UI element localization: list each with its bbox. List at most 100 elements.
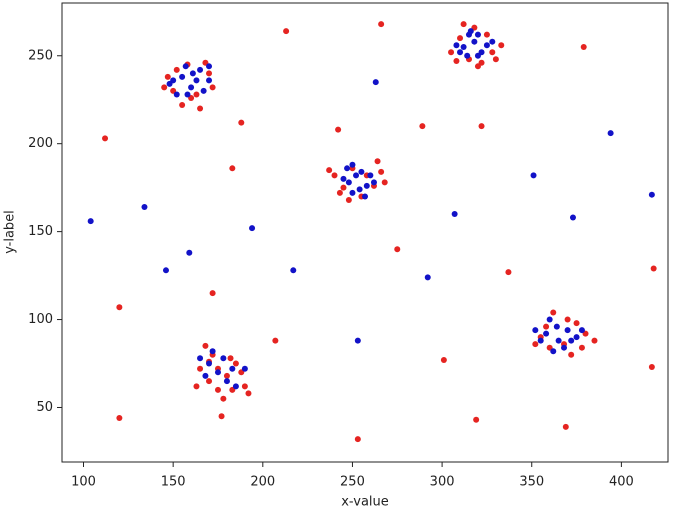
point (229, 365, 236, 372)
point (241, 365, 248, 372)
point (161, 84, 168, 91)
x-axis-label: x-value (341, 495, 389, 510)
point (340, 184, 347, 191)
point (290, 267, 297, 274)
point (564, 316, 571, 323)
y-tick-label: 250 (28, 48, 53, 63)
point (232, 383, 239, 390)
point (474, 52, 481, 59)
point (483, 31, 490, 38)
point (354, 436, 361, 443)
point (424, 274, 431, 281)
point (354, 337, 361, 344)
point (344, 165, 351, 172)
point (206, 70, 213, 77)
point (335, 126, 342, 133)
point (349, 189, 356, 196)
point (186, 249, 193, 256)
point (453, 42, 460, 49)
point (116, 304, 123, 311)
point (353, 172, 360, 179)
point (345, 196, 352, 203)
point (227, 355, 234, 362)
y-tick-label: 50 (36, 400, 53, 415)
point (272, 337, 279, 344)
point (173, 91, 180, 98)
point (489, 38, 496, 45)
point (553, 323, 560, 330)
point (573, 334, 580, 341)
point (179, 102, 186, 108)
x-tick-label: 300 (430, 475, 455, 490)
point (568, 337, 575, 344)
point (220, 355, 227, 362)
point (223, 372, 230, 379)
point (543, 330, 550, 337)
point (591, 337, 598, 344)
point (214, 369, 221, 376)
point (492, 56, 499, 63)
point (209, 290, 216, 297)
point (483, 42, 490, 49)
point (179, 73, 186, 80)
point (578, 327, 585, 334)
point (471, 38, 478, 45)
point (87, 218, 94, 225)
point (241, 383, 248, 390)
point (568, 351, 575, 358)
point (102, 135, 109, 142)
y-axis-label: y-label (3, 210, 18, 254)
point (573, 320, 580, 327)
point (166, 80, 173, 87)
y-tick-label: 150 (28, 224, 53, 239)
point (214, 386, 221, 393)
point (200, 87, 207, 94)
y-tick-label: 200 (28, 136, 53, 151)
point (457, 35, 464, 42)
point (232, 360, 239, 367)
point (460, 21, 467, 28)
point (283, 28, 290, 35)
point (457, 49, 464, 56)
point (206, 77, 213, 84)
point (505, 269, 512, 276)
point (173, 66, 180, 73)
point (188, 84, 195, 91)
point (537, 337, 544, 344)
point (569, 214, 576, 221)
point (193, 77, 200, 84)
point (202, 372, 209, 379)
point (141, 204, 148, 210)
point (189, 70, 196, 77)
point (336, 189, 343, 196)
point (363, 182, 370, 189)
point (349, 161, 356, 168)
point (206, 378, 213, 385)
point (448, 49, 455, 56)
point (370, 179, 377, 186)
x-tick-label: 250 (340, 475, 365, 490)
point (182, 63, 189, 70)
point (209, 84, 216, 91)
point (206, 63, 213, 70)
point (561, 344, 568, 351)
point (498, 42, 505, 49)
point (650, 265, 657, 272)
x-tick-label: 150 (161, 475, 186, 490)
point (164, 73, 171, 80)
point (648, 364, 655, 371)
point (197, 66, 204, 73)
x-tick-label: 400 (609, 475, 634, 490)
point (193, 383, 200, 390)
point (478, 123, 485, 130)
point (543, 323, 550, 330)
point (381, 179, 388, 186)
point (546, 316, 553, 323)
point (362, 193, 368, 200)
point (460, 43, 467, 50)
point (331, 172, 338, 179)
point (238, 119, 245, 126)
point (184, 91, 191, 98)
point (474, 31, 481, 38)
point (218, 413, 225, 420)
